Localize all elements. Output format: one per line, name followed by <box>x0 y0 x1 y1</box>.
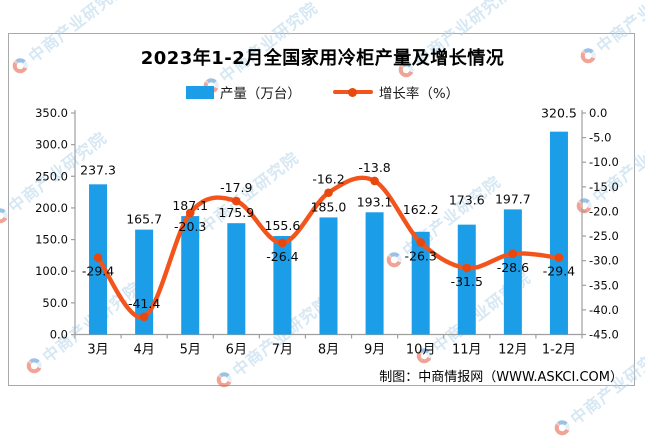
line-marker <box>508 249 518 259</box>
bar <box>135 229 154 335</box>
bar-value-label: 320.5 <box>541 106 577 121</box>
bar-value-label: 175.9 <box>218 205 254 220</box>
bar-value-label: 197.7 <box>495 191 531 206</box>
chart-title: 2023年1-2月全国家用冷柜产量及增长情况 <box>140 48 505 69</box>
growth-value-label: -41.4 <box>128 296 160 311</box>
bar-value-label: 187.1 <box>172 198 208 213</box>
legend-item-production: 产量（万台） <box>185 82 301 102</box>
right-axis-tick-label: -25.0 <box>589 229 619 243</box>
legend-line-label: 增长率（%） <box>378 86 460 102</box>
right-axis-tick-label: -5.0 <box>589 131 611 145</box>
line-marker <box>324 188 333 198</box>
growth-value-label: -26.4 <box>266 249 298 264</box>
x-axis-category-label: 5月 <box>180 343 201 358</box>
left-axis-tick-label: 100.0 <box>35 264 68 278</box>
bar <box>503 209 522 335</box>
right-axis-tick-label: -30.0 <box>589 254 619 268</box>
growth-line <box>95 175 562 320</box>
bar <box>319 217 338 335</box>
legend-line-swatch <box>332 87 373 97</box>
legend-bar-swatch <box>185 85 214 99</box>
left-axis-tick-label: 250.0 <box>35 169 68 183</box>
bar-value-label: 185.0 <box>311 199 347 214</box>
x-axis-category-label: 9月 <box>364 343 385 358</box>
bar-value-label: 173.6 <box>449 193 485 208</box>
left-axis-tick-label: 350.0 <box>35 106 68 120</box>
x-axis-category-label: 4月 <box>133 343 154 358</box>
source-credit: 制图：中商情报网（WWW.ASKCI.COM） <box>379 370 623 385</box>
right-axis-tick-label: -10.0 <box>589 155 619 169</box>
line-marker <box>232 196 241 206</box>
line-marker <box>185 208 195 218</box>
bar <box>273 236 292 335</box>
growth-value-label: -31.5 <box>451 274 483 289</box>
x-axis-category-label: 1-2月 <box>542 343 576 358</box>
legend-item-growth: 增长率（%） <box>332 82 460 102</box>
bar-value-label: 193.1 <box>357 194 393 209</box>
left-axis-tick-label: 200.0 <box>35 201 68 215</box>
bar <box>549 131 568 335</box>
bar <box>227 223 246 335</box>
line-marker <box>93 253 103 263</box>
bar-value-label: 162.2 <box>403 202 439 217</box>
bar-value-label: 155.6 <box>265 218 301 233</box>
x-axis-category-label: 3月 <box>87 343 108 358</box>
growth-value-label: -29.4 <box>82 264 114 279</box>
legend: 产量（万台） 增长率（%） <box>0 82 645 102</box>
growth-value-label: -13.8 <box>358 160 390 175</box>
legend-bar-label: 产量（万台） <box>219 86 301 102</box>
left-axis-tick-label: 0.0 <box>50 328 68 342</box>
x-axis-category-label: 8月 <box>318 343 339 358</box>
x-axis-category-label: 10月 <box>406 343 436 358</box>
line-marker <box>278 238 287 248</box>
growth-value-label: -28.6 <box>497 260 529 275</box>
line-marker <box>462 263 472 273</box>
bar-value-label: 237.3 <box>80 162 116 177</box>
growth-value-label: -17.9 <box>220 180 252 195</box>
line-marker <box>416 238 425 247</box>
bar <box>411 231 430 335</box>
bar-value-label: 165.7 <box>126 212 162 227</box>
growth-value-label: -26.3 <box>405 248 437 263</box>
growth-value-label: -29.4 <box>543 264 575 279</box>
left-axis-tick-label: 300.0 <box>35 138 68 152</box>
line-marker <box>554 253 564 263</box>
x-axis-category-label: 11月 <box>452 343 482 358</box>
right-axis-tick-label: -35.0 <box>589 278 619 292</box>
line-marker <box>370 176 379 186</box>
growth-value-label: -20.3 <box>174 219 206 234</box>
x-axis-category-label: 6月 <box>226 343 247 358</box>
line-marker <box>139 312 149 322</box>
right-axis-tick-label: 0.0 <box>589 106 607 120</box>
x-axis-category-label: 7月 <box>272 343 293 358</box>
x-axis-category-label: 12月 <box>498 343 528 358</box>
right-axis-tick-label: -20.0 <box>589 204 619 218</box>
growth-value-label: -16.2 <box>312 172 344 187</box>
left-axis-tick-label: 50.0 <box>42 296 68 310</box>
bar <box>365 212 384 335</box>
left-axis-tick-label: 150.0 <box>35 233 68 247</box>
right-axis-tick-label: -40.0 <box>589 303 619 317</box>
bar <box>457 224 476 335</box>
right-axis-tick-label: -15.0 <box>589 180 619 194</box>
right-axis-tick-label: -45.0 <box>589 328 619 342</box>
legend-line-marker-icon <box>348 87 358 97</box>
